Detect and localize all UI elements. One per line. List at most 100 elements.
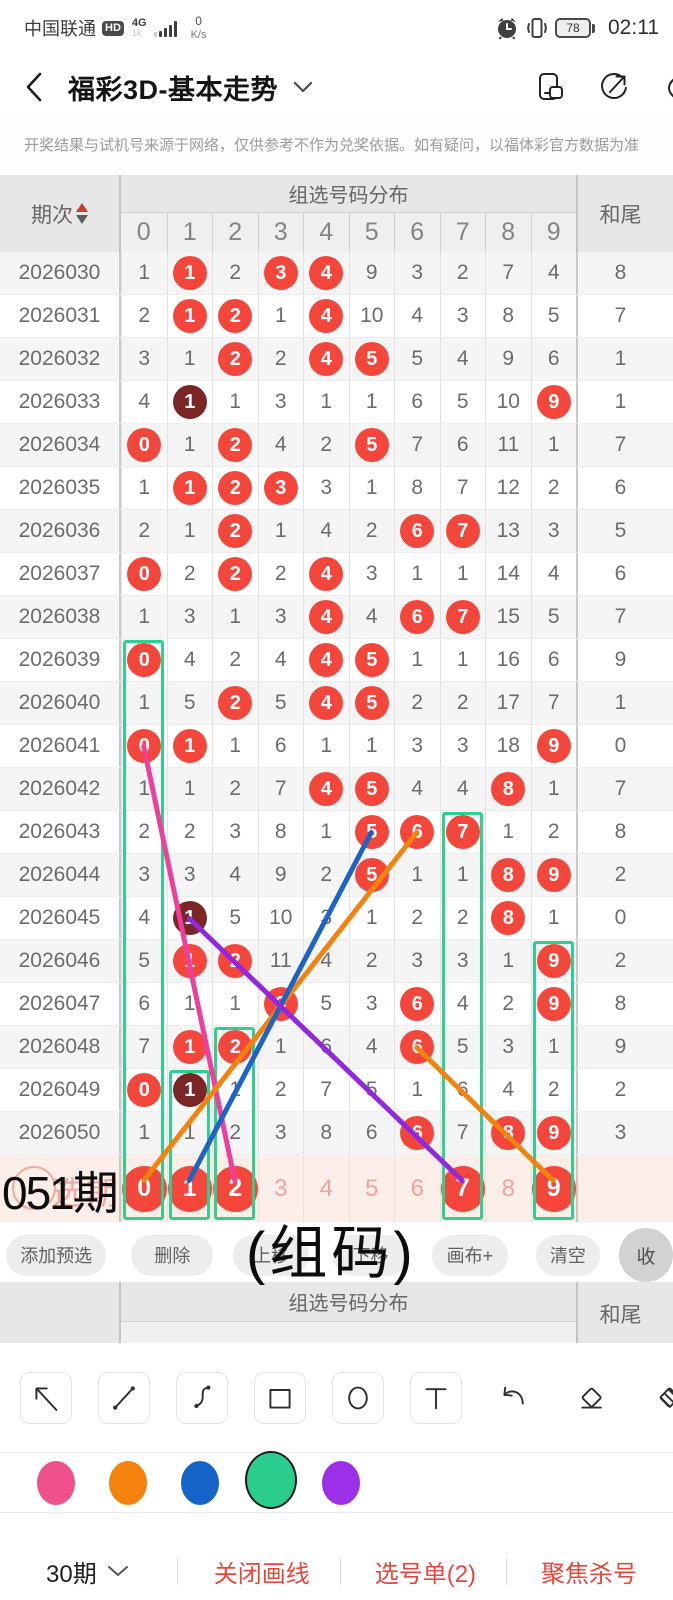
digit-cell: 7 <box>439 510 486 552</box>
digit-cell: 7 <box>439 467 486 509</box>
tool-arrow-icon[interactable] <box>20 1371 72 1424</box>
tail-cell: 6 <box>576 553 673 595</box>
table-row: 2026036 2 1 2 1 4 2 6 7 13 3 5 <box>0 510 673 553</box>
digit-cell: 2 <box>485 983 531 1025</box>
tail-cell: 6 <box>576 467 673 509</box>
tool-curve-icon[interactable] <box>176 1371 228 1424</box>
tool-eraser-clear-icon[interactable] <box>644 1372 673 1424</box>
digit-header: 8 <box>485 213 531 252</box>
hit-circle: 5 <box>354 815 389 849</box>
digit-cell: 1 <box>166 1026 213 1068</box>
tool-rect-icon[interactable] <box>254 1371 306 1424</box>
digit-cell: 1 <box>394 553 440 595</box>
bottom-bar: 30期 关闭画线 选号单(2) 聚焦杀号 <box>0 1512 673 1600</box>
table-row: 2026044 3 3 4 9 2 5 1 1 8 9 2 <box>0 854 673 897</box>
tool-text-icon[interactable] <box>410 1371 462 1424</box>
digit-cell: 4 <box>439 768 486 810</box>
tool-eraser-icon[interactable] <box>566 1372 618 1424</box>
digit-cell: 6 <box>394 983 440 1025</box>
tool-circle-icon[interactable] <box>332 1371 384 1424</box>
digit-cell: 1 <box>166 768 213 810</box>
period-cell: 2026042 <box>0 768 121 810</box>
period-cell: 2026030 <box>0 252 121 294</box>
sort-icon[interactable] <box>76 203 88 224</box>
color-swatch-orange[interactable] <box>109 1460 147 1505</box>
color-swatch-green[interactable] <box>245 1450 297 1509</box>
digit-cell: 3 <box>394 252 440 294</box>
digit-cell: 1 <box>166 983 213 1025</box>
move-down-button[interactable]: 下移 <box>332 1234 409 1276</box>
digit-cell: 8 <box>257 811 304 853</box>
color-swatch-purple[interactable] <box>322 1460 360 1505</box>
close-drawing-button[interactable]: 关闭画线 <box>213 1560 310 1588</box>
hit-circle: 1 <box>172 299 207 333</box>
status-bar: 中国联通 HD 4G 1k 0 K/s <box>0 0 673 56</box>
collapse-button[interactable]: 收 <box>619 1228 673 1282</box>
digit-cell: 1 <box>439 639 486 681</box>
digit-cell: 1 <box>303 811 349 853</box>
color-swatch-blue[interactable] <box>181 1460 219 1505</box>
title-dropdown[interactable] <box>292 80 314 94</box>
back-button[interactable] <box>22 69 46 105</box>
digit-cell: 2 <box>212 940 258 982</box>
period-cell: 2026048 <box>0 1026 121 1068</box>
selection-list-button[interactable]: 选号单(2) <box>374 1560 477 1588</box>
action-button-row: 添加预选 删除 上移 下移 画布+ 清空收 <box>0 1228 673 1282</box>
hit-circle: 3 <box>263 256 298 290</box>
color-swatch-pink[interactable] <box>37 1460 75 1505</box>
digit-cell: 4 <box>303 553 349 595</box>
hit-circle: 4 <box>309 686 344 720</box>
move-up-button[interactable]: 上移 <box>233 1234 309 1276</box>
floating-window-icon[interactable] <box>533 70 567 104</box>
digit-cell: 7 <box>439 596 486 638</box>
add-preselect-button[interactable]: 添加预选 <box>6 1234 107 1276</box>
digit-cell: 3 <box>257 467 304 509</box>
digit-cell: 1 <box>530 897 577 939</box>
tool-undo-icon[interactable] <box>488 1372 540 1424</box>
digit-cell: 1 <box>439 854 486 896</box>
digit-cell: 1 <box>166 338 213 380</box>
tail-cell: 2 <box>576 1069 673 1111</box>
share-icon[interactable] <box>597 70 631 104</box>
digit-cell: 14 <box>485 553 531 595</box>
digit-cell: 4 <box>257 424 304 466</box>
focus-kill-button[interactable]: 聚焦杀号 <box>541 1560 638 1588</box>
canvas-plus-button[interactable]: 画布+ <box>432 1234 508 1276</box>
digit-cell: 0 <box>121 553 167 595</box>
digit-cell: 4 <box>303 768 349 810</box>
digit-cell: 2 <box>212 510 258 552</box>
digit-cell: 1 <box>121 252 167 294</box>
table-row: 2026033 4 1 1 3 1 1 6 5 10 9 1 <box>0 381 673 424</box>
tail-cell: 2 <box>576 940 673 982</box>
tail-column-header: 和尾 <box>576 175 673 252</box>
tail-cell <box>576 1155 673 1222</box>
period-cell: 2026041 <box>0 725 121 767</box>
digit-cell: 8 <box>485 854 531 896</box>
clear-button[interactable]: 清空 <box>535 1234 601 1276</box>
tail-cell: 0 <box>576 725 673 767</box>
signal-bars-icon <box>153 20 177 37</box>
digit-cell: 17 <box>485 682 531 724</box>
digit-cell: 1 <box>394 854 440 896</box>
digit-cell: 8 <box>394 467 440 509</box>
tool-line-icon[interactable] <box>98 1371 150 1424</box>
digit-cell: 9 <box>530 940 577 982</box>
carrier-label: 中国联通 <box>24 19 96 39</box>
more-icon[interactable] <box>661 70 673 104</box>
digit-cell: 1 <box>166 381 213 423</box>
digit-header: 5 <box>348 213 395 252</box>
digit-cell: 9 <box>485 338 531 380</box>
period-count-selector[interactable]: 30期 <box>46 1554 131 1589</box>
period-cell: 2026043 <box>0 811 121 853</box>
digit-cell: 3 <box>303 467 349 509</box>
digit-cell: 3 <box>303 897 349 939</box>
digit-cell: 11 <box>257 940 304 982</box>
period-column-header[interactable]: 期次 <box>0 175 121 252</box>
digit-cell: 2 <box>303 854 349 896</box>
delete-button[interactable]: 删除 <box>131 1234 214 1276</box>
digit-cell: 1 <box>257 510 304 552</box>
digit-cell: 6 <box>257 725 304 767</box>
digit-cell: 5 <box>348 768 395 810</box>
period-cell <box>0 1155 121 1222</box>
